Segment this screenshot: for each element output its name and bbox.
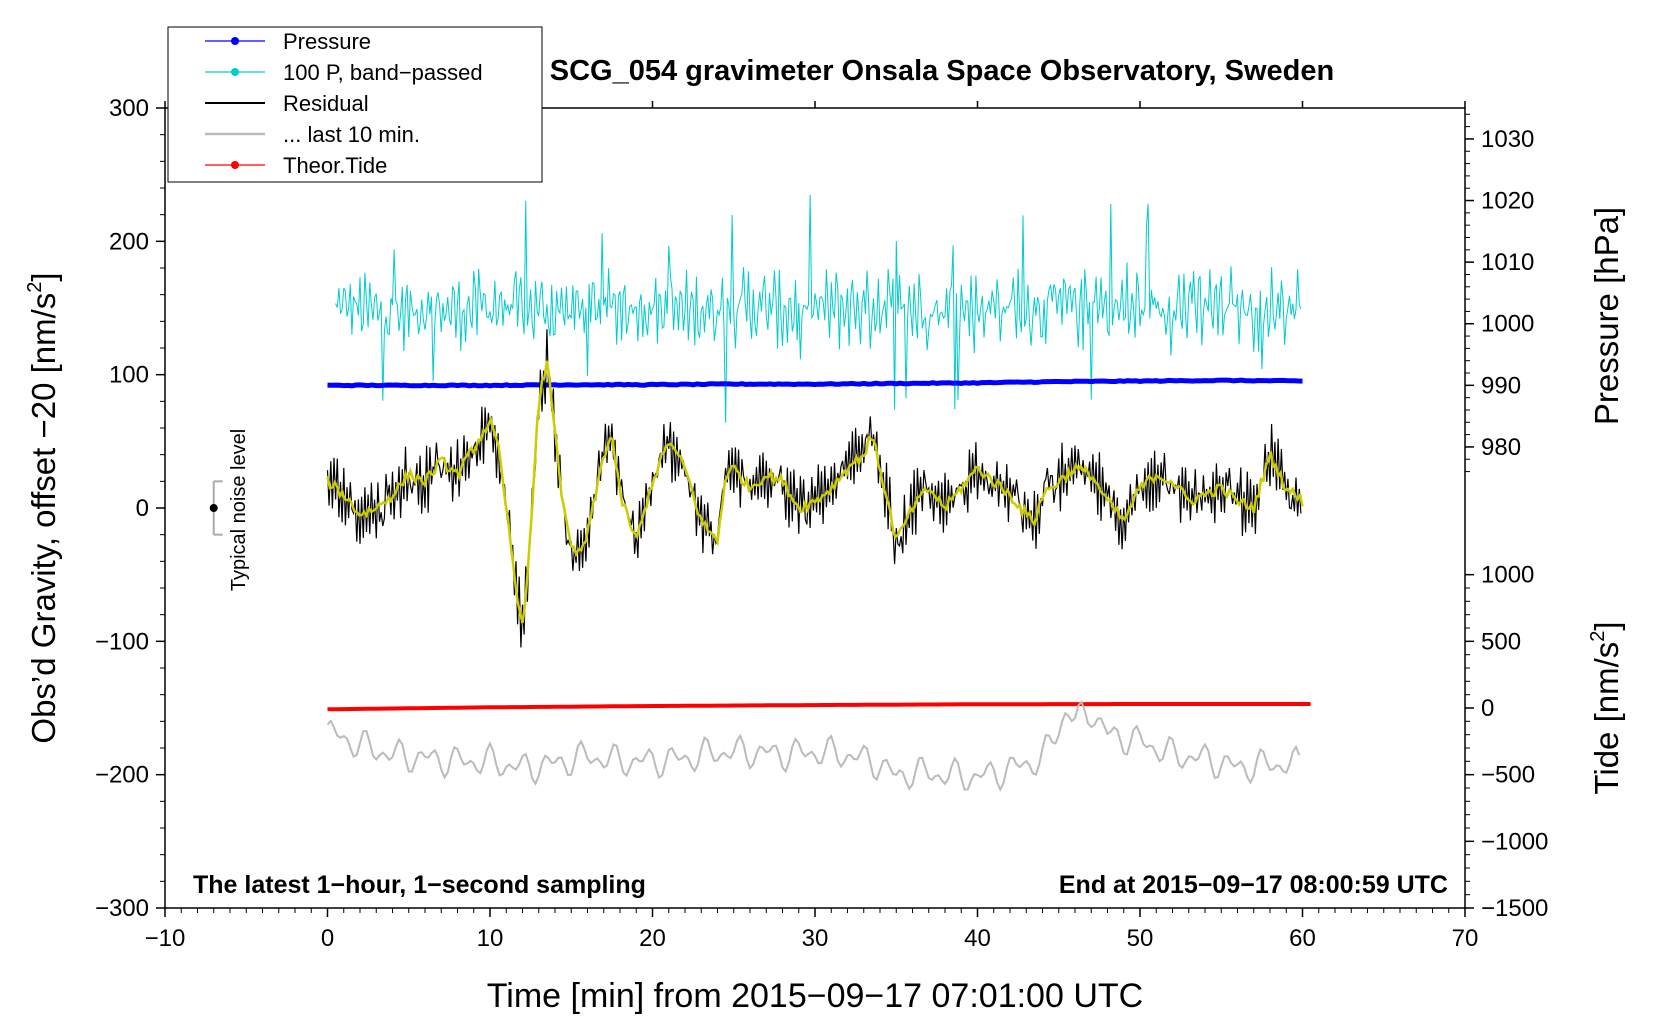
- tide-tick-label: −500: [1481, 762, 1535, 789]
- pressure-axis-ticks: 980 990 1000 1010 1020 1030: [1465, 113, 1534, 473]
- y-tick-label: 100: [109, 362, 149, 389]
- tide-tick-label: −1000: [1481, 828, 1548, 855]
- theoretical-tide-line: [327, 702, 1311, 712]
- pressure-tick-label: 1000: [1481, 311, 1534, 338]
- legend-theoretical-tide-label: Theor.Tide: [283, 153, 387, 178]
- y-tick-label: −100: [95, 628, 149, 655]
- residual-line: [326, 329, 1302, 648]
- pressure-axis-label: Pressure [hPa]: [1588, 207, 1625, 425]
- noise-level-bar: [209, 480, 223, 536]
- y-axis-label-end: ]: [25, 272, 62, 281]
- y-tick-label: 300: [109, 95, 149, 122]
- x-axis-ticks: −10 0 10 20 30 40 50 60 70: [145, 101, 1479, 952]
- pressure-tick-label: 1020: [1481, 188, 1534, 215]
- y-tick-label: −300: [95, 895, 149, 922]
- tide-tick-label: 500: [1481, 628, 1521, 655]
- tide-axis-label-main: Tide [nm/s: [1588, 642, 1625, 795]
- pressure-tick-label: 1030: [1481, 126, 1534, 153]
- x-axis-label: Time [min] from 2015−09−17 07:01:00 UTC: [487, 977, 1143, 1015]
- last-10-min-line: [326, 699, 1301, 792]
- legend-box: [167, 26, 543, 183]
- tide-tick-label: 1000: [1481, 562, 1534, 589]
- y-axis-label-main: Obs’d Gravity, offset −20 [nm/s: [25, 293, 62, 744]
- legend-bandpassed-pressure-label: 100 P, band−passed: [283, 60, 483, 85]
- pressure-line: [327, 377, 1303, 389]
- x-tick-label: 30: [802, 925, 829, 952]
- chart-legend: Pressure 100 P, band−passed Residual ... la…: [167, 26, 543, 183]
- chart-title: SCG_054 gravimeter Onsala Space Observat…: [550, 55, 1334, 87]
- series-layer: [326, 194, 1311, 792]
- y-tick-label: 200: [109, 228, 149, 255]
- tide-axis-label-end: ]: [1588, 621, 1625, 630]
- legend-last-10-min-label: ... last 10 min.: [283, 122, 420, 147]
- y-tick-label: 0: [136, 495, 149, 522]
- x-tick-label: 40: [964, 925, 991, 952]
- tide-tick-label: −1500: [1481, 895, 1548, 922]
- tide-axis-ticks: −1500 −1000 −500 0 500 1000: [1465, 562, 1548, 922]
- y-tick-label: −200: [95, 762, 149, 789]
- pressure-tick-label: 980: [1481, 434, 1521, 461]
- x-tick-label: 20: [639, 925, 666, 952]
- noise-point: [209, 504, 218, 512]
- tide-axis-label-sup: 2: [1587, 631, 1609, 642]
- tide-axis-label: Tide [nm/s2]: [1587, 621, 1625, 794]
- x-tick-label: 10: [477, 925, 504, 952]
- pressure-tick-label: 990: [1481, 372, 1521, 399]
- legend-residual-label: Residual: [283, 91, 369, 116]
- residual-smoothed-line: [326, 360, 1304, 624]
- annotation-bottom-left: The latest 1−hour, 1−second sampling: [193, 871, 646, 899]
- bandpassed-pressure-line: [335, 194, 1302, 423]
- legend-pressure-marker: [231, 37, 239, 45]
- plot-frame: [164, 107, 1466, 909]
- pressure-tick-label: 1010: [1481, 249, 1534, 276]
- x-tick-label: 70: [1452, 925, 1479, 952]
- x-tick-label: 50: [1127, 925, 1154, 952]
- y-axis-label-sup: 2: [24, 282, 46, 293]
- noise-level-label: Typical noise level: [228, 429, 250, 591]
- x-tick-label: −10: [145, 925, 186, 952]
- legend-bandpassed-pressure-marker: [231, 68, 239, 76]
- y-axis-ticks: −300 −200 −100 0 100 200 300: [95, 95, 165, 922]
- y-axis-label: Obs’d Gravity, offset −20 [nm/s2]: [24, 272, 62, 743]
- x-tick-label: 0: [321, 925, 334, 952]
- annotation-bottom-right: End at 2015−09−17 08:00:59 UTC: [1059, 871, 1448, 899]
- tide-tick-label: 0: [1481, 695, 1494, 722]
- legend-theoretical-tide-marker: [231, 161, 239, 169]
- x-tick-label: 60: [1289, 925, 1316, 952]
- legend-pressure-label: Pressure: [283, 29, 371, 54]
